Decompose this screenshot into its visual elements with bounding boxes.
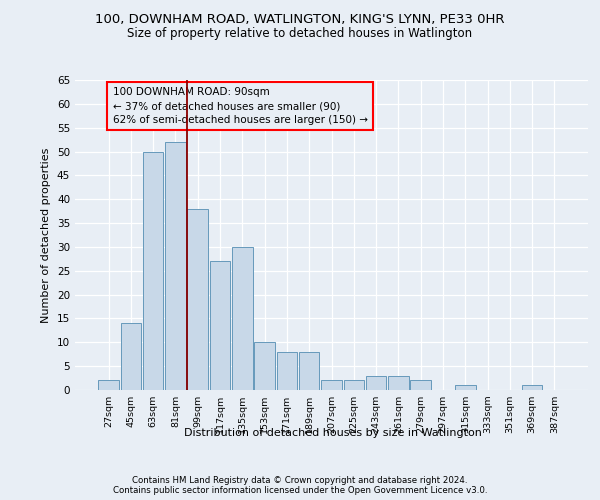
- Bar: [165, 142, 186, 390]
- Bar: [344, 380, 364, 390]
- Text: Contains HM Land Registry data © Crown copyright and database right 2024.: Contains HM Land Registry data © Crown c…: [132, 476, 468, 485]
- Text: 100 DOWNHAM ROAD: 90sqm
← 37% of detached houses are smaller (90)
62% of semi-de: 100 DOWNHAM ROAD: 90sqm ← 37% of detache…: [113, 87, 368, 125]
- Bar: [232, 247, 253, 390]
- Bar: [410, 380, 431, 390]
- Bar: [366, 376, 386, 390]
- Bar: [143, 152, 163, 390]
- Bar: [98, 380, 119, 390]
- Bar: [455, 385, 476, 390]
- Bar: [522, 385, 542, 390]
- Bar: [187, 209, 208, 390]
- Text: Contains public sector information licensed under the Open Government Licence v3: Contains public sector information licen…: [113, 486, 487, 495]
- Bar: [299, 352, 319, 390]
- Text: Distribution of detached houses by size in Watlington: Distribution of detached houses by size …: [184, 428, 482, 438]
- Text: Size of property relative to detached houses in Watlington: Size of property relative to detached ho…: [127, 28, 473, 40]
- Bar: [254, 342, 275, 390]
- Bar: [388, 376, 409, 390]
- Bar: [321, 380, 342, 390]
- Bar: [210, 261, 230, 390]
- Y-axis label: Number of detached properties: Number of detached properties: [41, 148, 52, 322]
- Text: 100, DOWNHAM ROAD, WATLINGTON, KING'S LYNN, PE33 0HR: 100, DOWNHAM ROAD, WATLINGTON, KING'S LY…: [95, 12, 505, 26]
- Bar: [121, 323, 141, 390]
- Bar: [277, 352, 297, 390]
